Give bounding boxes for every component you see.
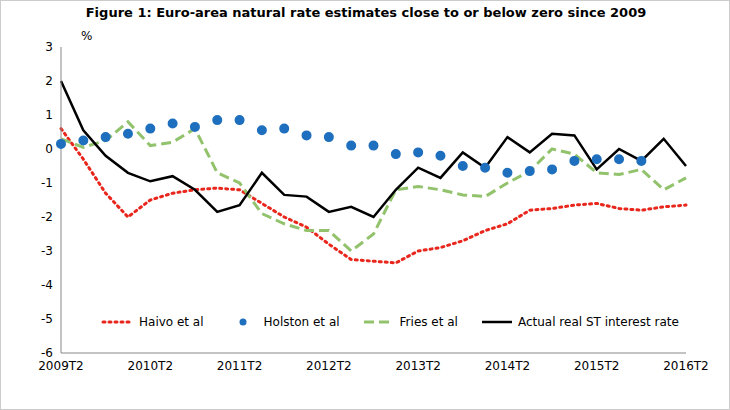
html-text:Fries et al: Fries et al xyxy=(399,315,458,329)
svg-text:-1: -1 xyxy=(41,176,53,190)
svg-text:2013T2: 2013T2 xyxy=(395,359,441,373)
svg-text:-2: -2 xyxy=(41,210,53,224)
svg-text:2: 2 xyxy=(45,74,53,88)
html-text:Figure 1: Euro-area natural ra: Figure 1: Euro-area natural rate estimat… xyxy=(85,5,647,20)
svg-text:-4: -4 xyxy=(41,278,53,292)
svg-text:2012T2: 2012T2 xyxy=(306,359,352,373)
svg-text:2015T2: 2015T2 xyxy=(574,359,620,373)
html-text:Actual real ST interest rate: Actual real ST interest rate xyxy=(517,315,679,329)
svg-text:2010T2: 2010T2 xyxy=(128,359,174,373)
svg-text:2011T2: 2011T2 xyxy=(217,359,263,373)
svg-text:1: 1 xyxy=(45,108,53,122)
svg-text:3: 3 xyxy=(45,40,53,54)
html-text:Holston et al: Holston et al xyxy=(263,315,340,329)
svg-text:2009T2: 2009T2 xyxy=(38,359,84,373)
svg-text:-3: -3 xyxy=(41,244,53,258)
html-text:Haivo et al: Haivo et al xyxy=(139,315,204,329)
svg-text:2016T2: 2016T2 xyxy=(663,359,709,373)
svg-text:-5: -5 xyxy=(41,312,53,326)
svg-text:2014T2: 2014T2 xyxy=(485,359,531,373)
svg-text:0: 0 xyxy=(45,142,53,156)
svg-text:-6: -6 xyxy=(41,346,53,360)
